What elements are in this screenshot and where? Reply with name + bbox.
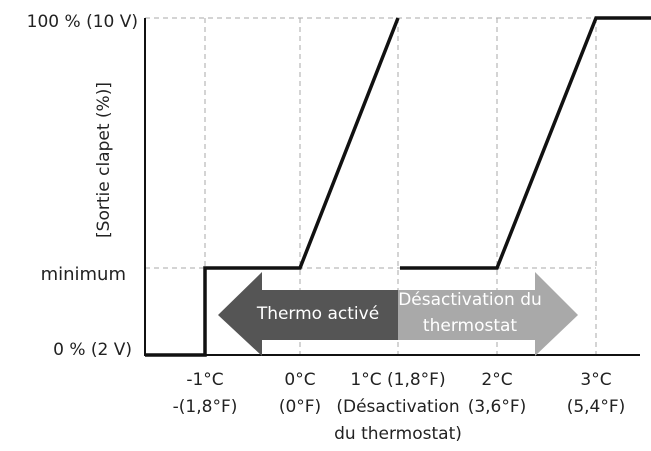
arrow-label: thermostat <box>423 316 517 336</box>
arrow-right <box>398 272 578 356</box>
arrow-label: Désactivation du <box>398 290 542 310</box>
x-label: (5,4°F) <box>567 397 626 417</box>
arrow-left <box>218 272 398 356</box>
x-label: 2°C <box>481 370 512 390</box>
y-axis-title: [Sortie clapet (%)] <box>94 82 114 238</box>
x-labels: -1°C -(1,8°F) 0°C (0°F) 1°C (1,8°F) (Désactiv… <box>173 370 626 444</box>
x-label: du thermostat) <box>334 424 462 444</box>
y-label: minimum <box>41 264 126 285</box>
x-label: -(1,8°F) <box>173 397 238 417</box>
curve-active <box>145 17 400 357</box>
x-label: 3°C <box>580 370 611 390</box>
x-label: (Désactivation <box>336 397 459 417</box>
y-label: 0 % (2 V) <box>53 340 132 360</box>
curve-off <box>400 16 651 270</box>
x-label: (3,6°F) <box>468 397 527 417</box>
x-label: 0°C <box>284 370 315 390</box>
x-label: 1°C (1,8°F) <box>350 370 445 390</box>
x-label: -1°C <box>186 370 223 390</box>
x-label: (0°F) <box>279 397 321 417</box>
arrow-label: Thermo activé <box>256 304 379 324</box>
y-label: 100 % (10 V) <box>27 12 138 32</box>
